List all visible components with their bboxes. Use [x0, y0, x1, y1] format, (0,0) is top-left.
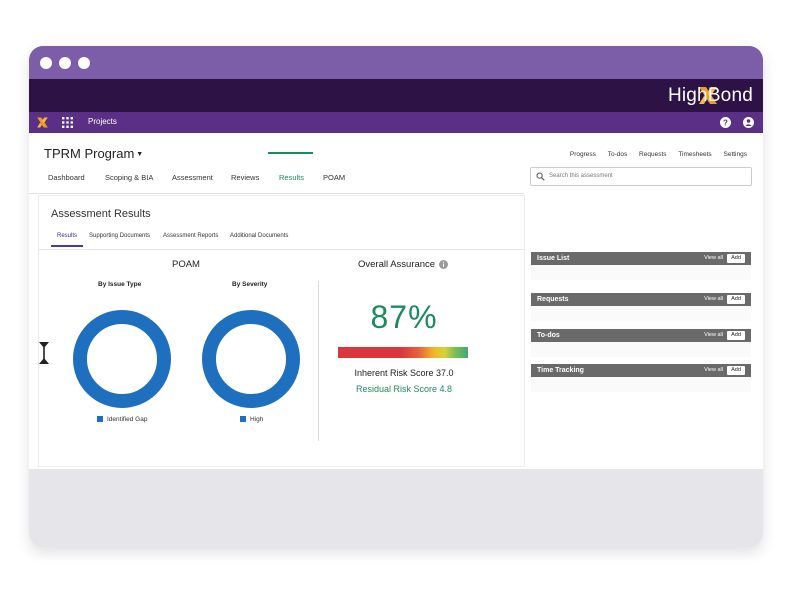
help-icon[interactable]: ? [720, 117, 731, 128]
subtabs-divider [39, 249, 524, 250]
todos-add-button[interactable]: Add [727, 331, 745, 340]
search-input[interactable]: Search this assessment [530, 167, 752, 186]
issue-list-title: Issue List [537, 255, 570, 262]
section-divider [318, 281, 319, 441]
todos-view-all-link[interactable]: View all [704, 332, 723, 338]
residual-risk-score: Residual Risk Score 4.8 [355, 384, 453, 394]
subtab-results[interactable]: Results [57, 233, 78, 239]
tab-results[interactable]: Results [279, 173, 305, 182]
nav-projects-link[interactable]: Projects [88, 117, 117, 126]
tab-dashboard[interactable]: Dashboard [48, 173, 85, 182]
by-issue-type-caption: By Issue Type [98, 281, 142, 288]
subtab-supporting-documents[interactable]: Supporting Documents [89, 233, 151, 239]
issue-list-add-button[interactable]: Add [727, 254, 745, 263]
info-icon[interactable] [439, 260, 448, 269]
assurance-percent: 87% [370, 299, 438, 335]
top-links: Progress To-dos Requests Timesheets Sett… [560, 150, 747, 160]
subtab-assessment-reports[interactable]: Assessment Reports [163, 233, 219, 239]
legend-label: High [250, 416, 264, 423]
window-dot-3 [78, 57, 90, 69]
time-tracking-title: Time Tracking [537, 367, 584, 374]
search-icon [536, 172, 545, 181]
time-tracking-add-button[interactable]: Add [727, 366, 745, 375]
link-todos[interactable]: To-dos [607, 151, 628, 158]
apps-grid-icon[interactable] [62, 117, 73, 128]
inherent-risk-score: Inherent Risk Score 37.0 [354, 368, 454, 378]
link-settings[interactable]: Settings [723, 151, 748, 158]
issue-list-header: Issue List View all Add [531, 252, 751, 265]
legend-swatch [97, 415, 103, 422]
tabs-divider [29, 193, 524, 194]
time-tracking-view-all-link[interactable]: View all [704, 367, 723, 373]
brand-bar: HighBond [29, 79, 763, 112]
severity-donut-chart [202, 310, 300, 408]
program-title-dropdown[interactable]: TPRM Program ▼ [44, 145, 143, 164]
todos-card: To-dos View all Add [531, 329, 751, 357]
link-progress[interactable]: Progress [569, 151, 596, 158]
time-tracking-header: Time Tracking View all Add [531, 364, 751, 377]
caret-down-icon: ▼ [136, 150, 144, 158]
requests-add-button[interactable]: Add [727, 295, 745, 304]
search-placeholder: Search this assessment [549, 173, 613, 179]
time-tracking-card: Time Tracking View all Add [531, 364, 751, 392]
main-content: TPRM Program ▼ Progress To-dos Requests T… [29, 133, 763, 469]
requests-header: Requests View all Add [531, 293, 751, 306]
tab-assessment[interactable]: Assessment [172, 173, 213, 182]
link-requests[interactable]: Requests [639, 151, 667, 158]
window-dot-2 [59, 57, 71, 69]
requests-title: Requests [537, 296, 569, 303]
program-title: TPRM Program [44, 146, 135, 161]
tab-scoping-bia[interactable]: Scoping & BIA [105, 173, 154, 182]
legend-swatch [240, 415, 246, 422]
user-avatar-icon[interactable] [743, 117, 754, 128]
todos-title: To-dos [537, 332, 560, 339]
issue-list-view-all-link[interactable]: View all [704, 255, 723, 261]
svg-text:?: ? [723, 118, 728, 127]
highbond-logo-icon [699, 87, 717, 104]
browser-window: HighBond Projects ? TPRM Program ▼ [29, 46, 763, 547]
requests-card: Requests View all Add [531, 293, 751, 321]
tab-reviews[interactable]: Reviews [231, 173, 260, 182]
link-timesheets[interactable]: Timesheets [678, 151, 712, 158]
home-logo-icon[interactable] [36, 116, 49, 129]
legend-label: Identified Gap [107, 416, 148, 423]
by-severity-caption: By Severity [232, 281, 268, 288]
brand-name: HighBond [667, 85, 753, 106]
window-dot-1 [40, 57, 52, 69]
legend-identified-gap: Identified Gap [97, 415, 147, 424]
requests-view-all-link[interactable]: View all [704, 296, 723, 302]
todos-header: To-dos View all Add [531, 329, 751, 342]
panel-title: Assessment Results [51, 208, 151, 220]
poam-title: POAM [172, 259, 200, 270]
issue-type-donut-chart [73, 310, 171, 408]
tab-poam[interactable]: POAM [323, 173, 346, 182]
subtab-additional-documents[interactable]: Additional Documents [230, 233, 289, 239]
active-tab-indicator [268, 152, 313, 154]
legend-high: High [240, 415, 263, 424]
top-navbar: Projects ? [29, 112, 763, 133]
issue-list-card: Issue List View all Add [531, 252, 751, 280]
window-titlebar [29, 46, 763, 79]
gauge-marker-icon [39, 342, 49, 364]
overall-assurance-title: Overall Assurance [358, 259, 436, 270]
risk-gauge-bar [338, 347, 468, 358]
active-subtab-indicator [51, 245, 83, 247]
assessment-results-panel: Assessment Results Results Supporting Do… [39, 196, 524, 466]
